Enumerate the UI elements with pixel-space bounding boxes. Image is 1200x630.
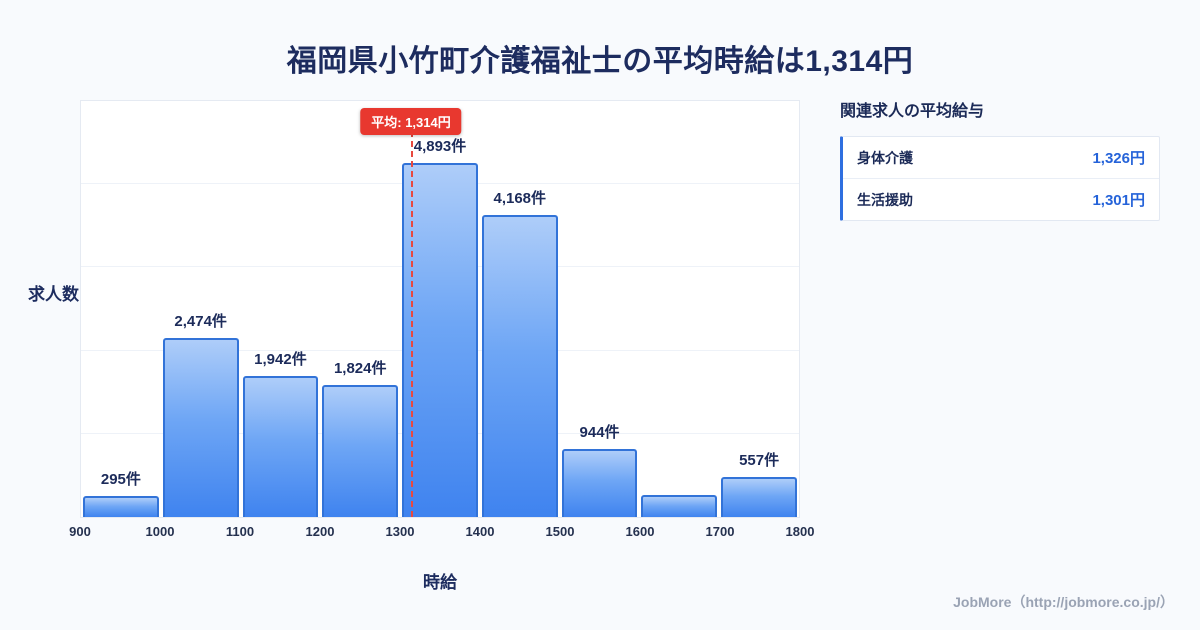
histogram-bar xyxy=(641,495,718,517)
histogram-bar xyxy=(721,477,797,517)
salary-row: 身体介護 1,326円 xyxy=(843,137,1159,178)
bar-value-label: 557件 xyxy=(739,452,780,469)
bar-value-label: 4,893件 xyxy=(413,138,467,155)
bar-value-label: 1,942件 xyxy=(254,351,307,368)
x-tick-label: 1500 xyxy=(545,524,575,539)
y-axis-label: 求人数 xyxy=(28,285,79,304)
x-tick-label: 900 xyxy=(69,524,91,539)
related-jobs-heading: 関連求人の平均給与 xyxy=(840,103,985,120)
histogram-bar xyxy=(561,449,638,517)
histogram-bar xyxy=(242,376,319,517)
page-title: 福岡県小竹町介護福祉士の平均時給は1,314円 xyxy=(286,45,914,78)
plot-area: 295件 2,474件 1,942件 1,824件 4,893件 4,168件 944件 55… xyxy=(80,100,800,518)
salary-row-value: 1,301円 xyxy=(1092,192,1145,209)
x-tick-label: 1800 xyxy=(785,524,815,539)
bar-value-label: 1,824件 xyxy=(333,360,387,377)
salary-row-label: 身体介護 xyxy=(857,149,913,166)
x-tick-label: 1600 xyxy=(625,524,655,539)
salary-row: 生活援助 1,301円 xyxy=(843,178,1159,220)
x-tick-label: 1300 xyxy=(385,524,415,539)
bar-value-label: 4,168件 xyxy=(493,190,547,207)
bar-value-label: 295件 xyxy=(100,471,141,488)
x-tick-label: 1700 xyxy=(705,524,735,539)
bar-value-label: 944件 xyxy=(579,424,620,441)
histogram-bar xyxy=(83,496,159,517)
salary-row-label: 生活援助 xyxy=(857,191,913,208)
x-tick-label: 1400 xyxy=(465,524,495,539)
bar-value-label: 2,474件 xyxy=(174,313,227,330)
x-tick-label: 1100 xyxy=(225,524,255,539)
related-jobs-card: 身体介護 1,326円 生活援助 1,301円 xyxy=(840,136,1160,221)
histogram-bar xyxy=(162,338,239,517)
footer-credit: JobMore（http://jobmore.co.jp/） xyxy=(953,594,1174,610)
x-tick-label: 1200 xyxy=(305,524,335,539)
average-badge: 平均: 1,314円 xyxy=(360,108,462,135)
histogram-bar xyxy=(322,385,399,517)
average-line xyxy=(411,131,413,517)
x-tick-label: 1000 xyxy=(145,524,175,539)
histogram-bar xyxy=(402,163,478,517)
salary-row-value: 1,326円 xyxy=(1092,150,1145,167)
x-axis-label: 時給 xyxy=(423,573,457,592)
x-axis-ticks: 900 1000 1100 1200 1300 1400 1500 1600 1700 1800 xyxy=(69,524,814,542)
histogram-bar xyxy=(481,215,558,517)
